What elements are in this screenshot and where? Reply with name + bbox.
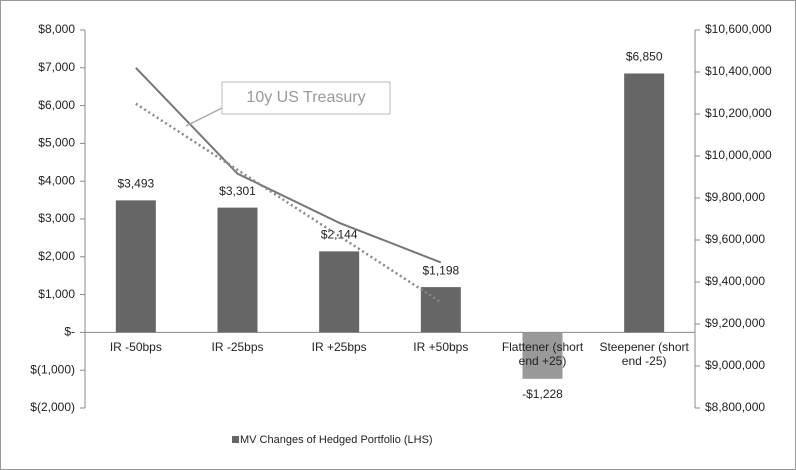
data-label: $3,493 xyxy=(117,177,154,191)
y2-tick-label: $9,600,000 xyxy=(705,232,765,246)
y2-tick-label: $10,000,000 xyxy=(705,148,772,162)
legend-swatch xyxy=(232,436,239,443)
data-label: $2,144 xyxy=(321,228,358,242)
bar xyxy=(217,207,258,333)
y2-tick-label: $9,000,000 xyxy=(705,358,765,372)
data-label: $6,850 xyxy=(626,50,663,64)
y2-tick-label: $10,600,000 xyxy=(705,22,772,36)
x-tick-label: IR -25bps xyxy=(211,340,264,355)
annotation-box xyxy=(221,81,391,115)
y2-tick-label: $9,400,000 xyxy=(705,274,765,288)
x-tick-label: Steepener (short end -25) xyxy=(599,340,689,369)
x-tick-label: IR +50bps xyxy=(413,340,469,355)
bar xyxy=(319,251,360,333)
y-tick-label: $4,000 xyxy=(38,173,75,187)
y-tick-label: $(1,000) xyxy=(30,362,75,376)
x-tick-label: IR -50bps xyxy=(109,340,162,355)
bar xyxy=(115,200,156,333)
bar xyxy=(624,73,665,333)
y-tick-label: $3,000 xyxy=(38,211,75,225)
y2-tick-label: $9,800,000 xyxy=(705,190,765,204)
y-tick-label: $- xyxy=(64,325,75,339)
annotation-pointer xyxy=(185,107,223,127)
bar xyxy=(522,332,563,379)
y-tick-label: $6,000 xyxy=(38,98,75,112)
y-tick-label: $8,000 xyxy=(38,22,75,36)
data-label: $3,301 xyxy=(219,184,256,198)
y2-tick-label: $10,200,000 xyxy=(705,106,772,120)
y-tick-label: $(2,000) xyxy=(30,400,75,414)
y-tick-label: $2,000 xyxy=(38,249,75,263)
y2-tick-label: $9,200,000 xyxy=(705,316,765,330)
y-tick-label: $7,000 xyxy=(38,60,75,74)
y2-tick-label: $8,800,000 xyxy=(705,400,765,414)
line-series xyxy=(135,67,442,264)
legend-label: MV Changes of Hedged Portfolio (LHS) xyxy=(240,434,433,446)
data-label: -$1,228 xyxy=(522,387,563,401)
y-tick-label: $5,000 xyxy=(38,136,75,150)
y-tick-label: $1,000 xyxy=(38,287,75,301)
x-tick-label: IR +25bps xyxy=(311,340,367,355)
bar xyxy=(420,287,461,333)
line-series xyxy=(135,102,442,304)
x-tick-label: Flattener (short end +25) xyxy=(501,340,584,369)
annotation: 10y US Treasury xyxy=(246,89,365,106)
y2-tick-label: $10,400,000 xyxy=(705,64,772,78)
data-label: $1,198 xyxy=(422,263,459,277)
